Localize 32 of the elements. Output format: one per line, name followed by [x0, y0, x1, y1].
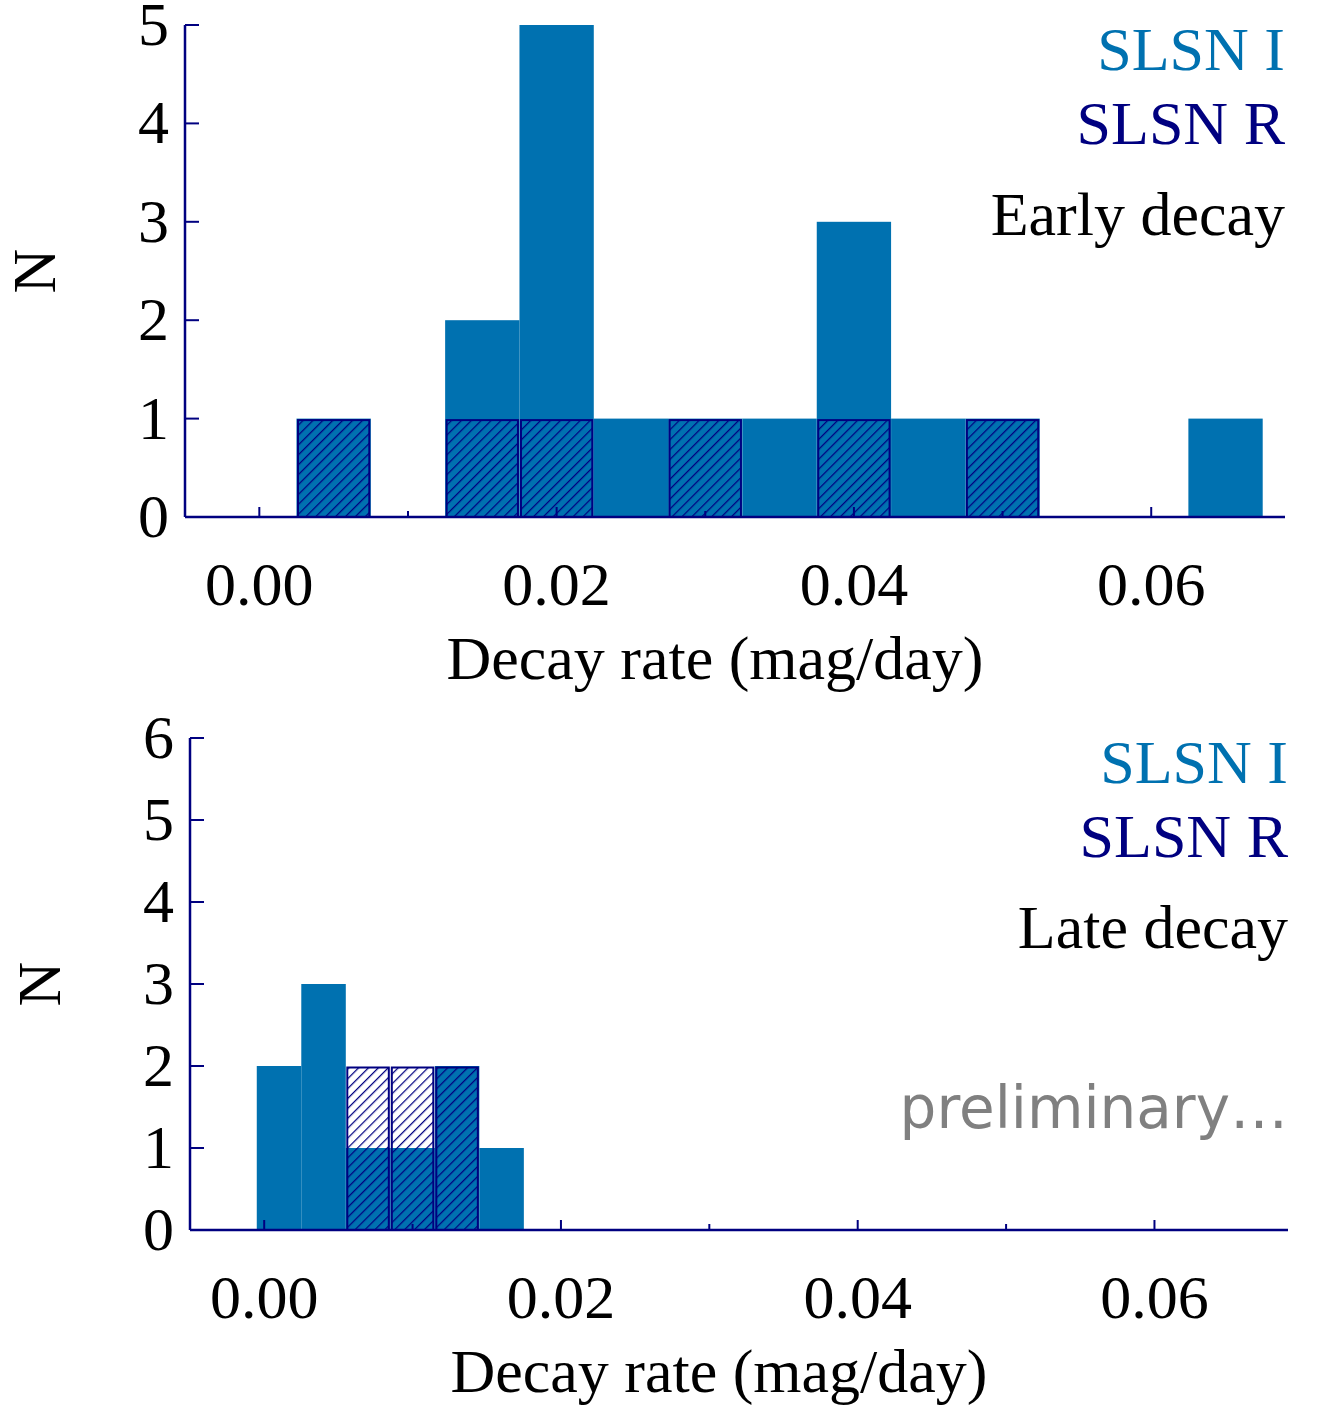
y-tick-label: 4: [138, 88, 169, 157]
y-tick-label: 0: [138, 482, 169, 550]
text: SLSN R: [1079, 802, 1289, 870]
y-tick-label: 5: [143, 785, 174, 853]
y-tick-label: 3: [138, 186, 169, 255]
x-tick-label: 0.06: [1096, 550, 1206, 618]
text: Late decay: [1017, 893, 1288, 961]
x-axis-title: Decay rate (mag/day): [450, 1337, 988, 1406]
x-tick-label: 0.04: [803, 1263, 912, 1331]
x-tick-label: 0.04: [799, 550, 909, 618]
x-tick-label: 0.02: [506, 1263, 616, 1331]
x-tick-label: 0.00: [205, 550, 314, 618]
x-axis-title: Decay rate (mag/day): [446, 624, 984, 693]
y-tick-label: 0: [143, 1195, 174, 1263]
y-tick-label: 5: [138, 0, 169, 58]
y-tick-label: 6: [143, 703, 174, 771]
y-tick-label: 1: [143, 1113, 174, 1181]
text: SLSN I: [1097, 15, 1285, 83]
y-tick-label: 2: [143, 1031, 174, 1099]
y-tick-label: 3: [143, 949, 174, 1017]
text: SLSN R: [1076, 89, 1286, 157]
text: Early decay: [990, 180, 1285, 248]
text: SLSN I: [1100, 728, 1288, 796]
x-tick-label: 0.06: [1100, 1263, 1209, 1331]
annotation: preliminary…: [899, 1074, 1288, 1142]
y-tick-label: 4: [143, 867, 174, 935]
y-tick-label: 2: [138, 285, 169, 354]
x-tick-label: 0.00: [209, 1263, 319, 1331]
y-axis-title: N: [0, 248, 68, 294]
x-tick-label: 0.02: [502, 550, 611, 618]
y-axis-title: N: [5, 961, 73, 1007]
y-tick-label: 1: [138, 383, 169, 452]
